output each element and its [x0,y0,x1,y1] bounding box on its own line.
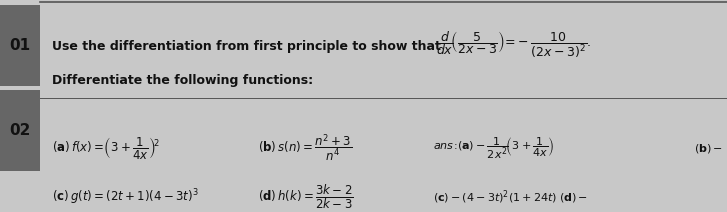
Text: $ans\!:\!(\mathbf{a})-\dfrac{1}{2x^{2}}\!\left(3+\dfrac{1}{4x}\right)$: $ans\!:\!(\mathbf{a})-\dfrac{1}{2x^{2}}\… [433,136,554,161]
Text: $(\mathbf{c})\,g(t)=(2t+1)(4-3t)^{3}$: $(\mathbf{c})\,g(t)=(2t+1)(4-3t)^{3}$ [52,187,199,207]
Text: $(\mathbf{a})\,f(x)=\!\left(3+\dfrac{1}{4x}\right)^{\!2}$: $(\mathbf{a})\,f(x)=\!\left(3+\dfrac{1}{… [52,135,161,161]
Text: Differentiate the following functions:: Differentiate the following functions: [52,74,313,87]
Text: $(\mathbf{c})-(4-3t)^{2}(1+24t)\;(\mathbf{d})-$: $(\mathbf{c})-(4-3t)^{2}(1+24t)\;(\mathb… [433,188,587,206]
FancyBboxPatch shape [0,90,40,171]
Text: $\dfrac{d}{dx}\!\left(\dfrac{5}{2x-3}\right)\!=\!-\dfrac{10}{(2x-3)^{2}}.$: $\dfrac{d}{dx}\!\left(\dfrac{5}{2x-3}\ri… [436,29,592,60]
Text: 02: 02 [9,123,31,138]
FancyBboxPatch shape [0,5,40,86]
Text: $(\mathbf{b})\,s(n)=\dfrac{n^{2}+3}{n^{4}}$: $(\mathbf{b})\,s(n)=\dfrac{n^{2}+3}{n^{4… [258,133,353,164]
Text: Use the differentiation from first principle to show that: Use the differentiation from first princ… [52,40,441,53]
Text: $(\mathbf{b})-$: $(\mathbf{b})-$ [694,142,723,155]
Text: 01: 01 [9,38,31,53]
Text: $(\mathbf{d})\,h(k)=\dfrac{3k-2}{2k-3}$: $(\mathbf{d})\,h(k)=\dfrac{3k-2}{2k-3}$ [258,183,353,211]
